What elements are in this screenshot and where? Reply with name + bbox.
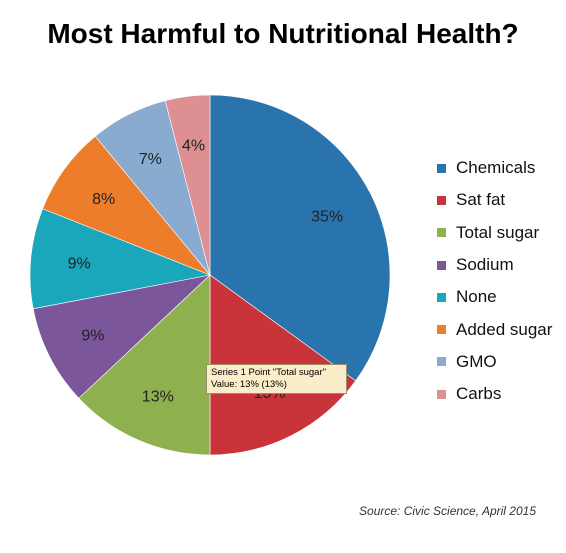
legend-label: Sodium (456, 255, 514, 275)
legend-label: Chemicals (456, 158, 536, 178)
data-label-none: 9% (68, 256, 91, 273)
pie-slice-chemicals[interactable] (209, 94, 391, 382)
legend-swatch (437, 163, 446, 173)
legend-label: GMO (456, 351, 497, 371)
pie-slice-carbs[interactable] (164, 94, 211, 276)
pie-slice-sodium[interactable] (32, 274, 211, 399)
data-label-sodium: 9% (81, 328, 104, 345)
legend-swatch (437, 228, 446, 238)
legend-item-total-sugar[interactable]: Total sugar (437, 217, 552, 249)
legend-item-sat-fat[interactable]: Sat fat (437, 184, 552, 216)
legend-label: None (456, 287, 497, 307)
legend-swatch (437, 292, 446, 302)
legend-label: Carbs (456, 384, 502, 404)
data-label-gmo: 7% (139, 151, 162, 168)
data-label-carbs: 4% (182, 138, 205, 155)
source-note: Source: Civic Science, April 2015 (359, 504, 536, 518)
data-tooltip: Series 1 Point "Total sugar" Value: 13% … (206, 364, 347, 394)
legend-item-gmo[interactable]: GMO (437, 346, 552, 378)
legend: Chemicals Sat fat Total sugar Sodium None Add… (437, 152, 552, 410)
chart-title: Most Harmful to Nutritional Health? (47, 18, 519, 49)
legend-item-carbs[interactable]: Carbs (437, 378, 552, 410)
legend-swatch (437, 389, 446, 399)
legend-swatch (437, 260, 446, 270)
tooltip-line-2: Value: 13% (13%) (211, 379, 287, 390)
legend-label: Total sugar (456, 222, 540, 242)
legend-item-sodium[interactable]: Sodium (437, 249, 552, 281)
legend-swatch (437, 195, 446, 205)
legend-label: Sat fat (456, 190, 506, 210)
tooltip-line-1: Series 1 Point "Total sugar" (211, 367, 326, 378)
data-label-total-sugar: 13% (142, 389, 174, 406)
data-label-added-sugar: 8% (92, 191, 115, 208)
pie-slice-added-sugar[interactable] (42, 135, 211, 276)
data-label-chemicals: 35% (311, 208, 343, 225)
legend-item-none[interactable]: None (437, 281, 552, 313)
legend-swatch (437, 325, 446, 335)
legend-swatch (437, 357, 446, 367)
legend-item-added-sugar[interactable]: Added sugar (437, 313, 552, 345)
pie-slice-total-sugar[interactable] (78, 274, 211, 456)
legend-item-chemicals[interactable]: Chemicals (437, 152, 552, 184)
legend-label: Added sugar (456, 319, 553, 339)
pie-slice-none[interactable] (29, 208, 212, 310)
